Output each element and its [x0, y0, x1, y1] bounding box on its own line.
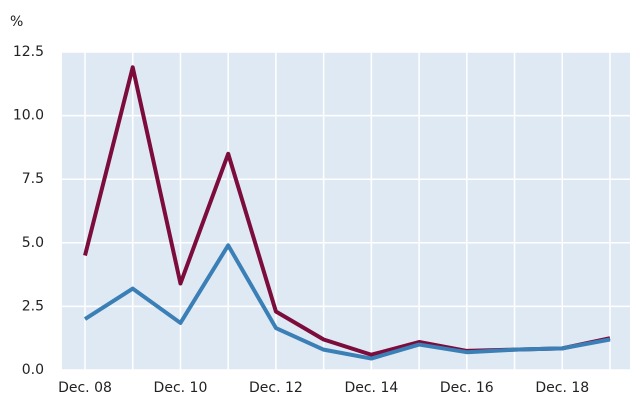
line-series [83, 243, 611, 361]
x-tick-label: Dec. 12 [249, 380, 303, 396]
y-tick-label: 7.5 [22, 171, 44, 187]
x-tick-label: Dec. 08 [58, 380, 112, 396]
plot-area [62, 52, 630, 370]
y-tick-label: 0.0 [22, 362, 44, 378]
x-tick-label: Dec. 14 [344, 380, 398, 396]
x-tick-label: Dec. 10 [154, 380, 208, 396]
y-unit: % [10, 14, 23, 30]
y-tick-label: 12.5 [13, 44, 44, 60]
y-tick-label: 10.0 [13, 108, 44, 124]
x-tick-label: Dec. 16 [440, 380, 494, 396]
y-tick-label: 5.0 [22, 235, 44, 251]
y-tick-label: 2.5 [22, 298, 44, 314]
x-tick-label: Dec. 18 [535, 380, 589, 396]
